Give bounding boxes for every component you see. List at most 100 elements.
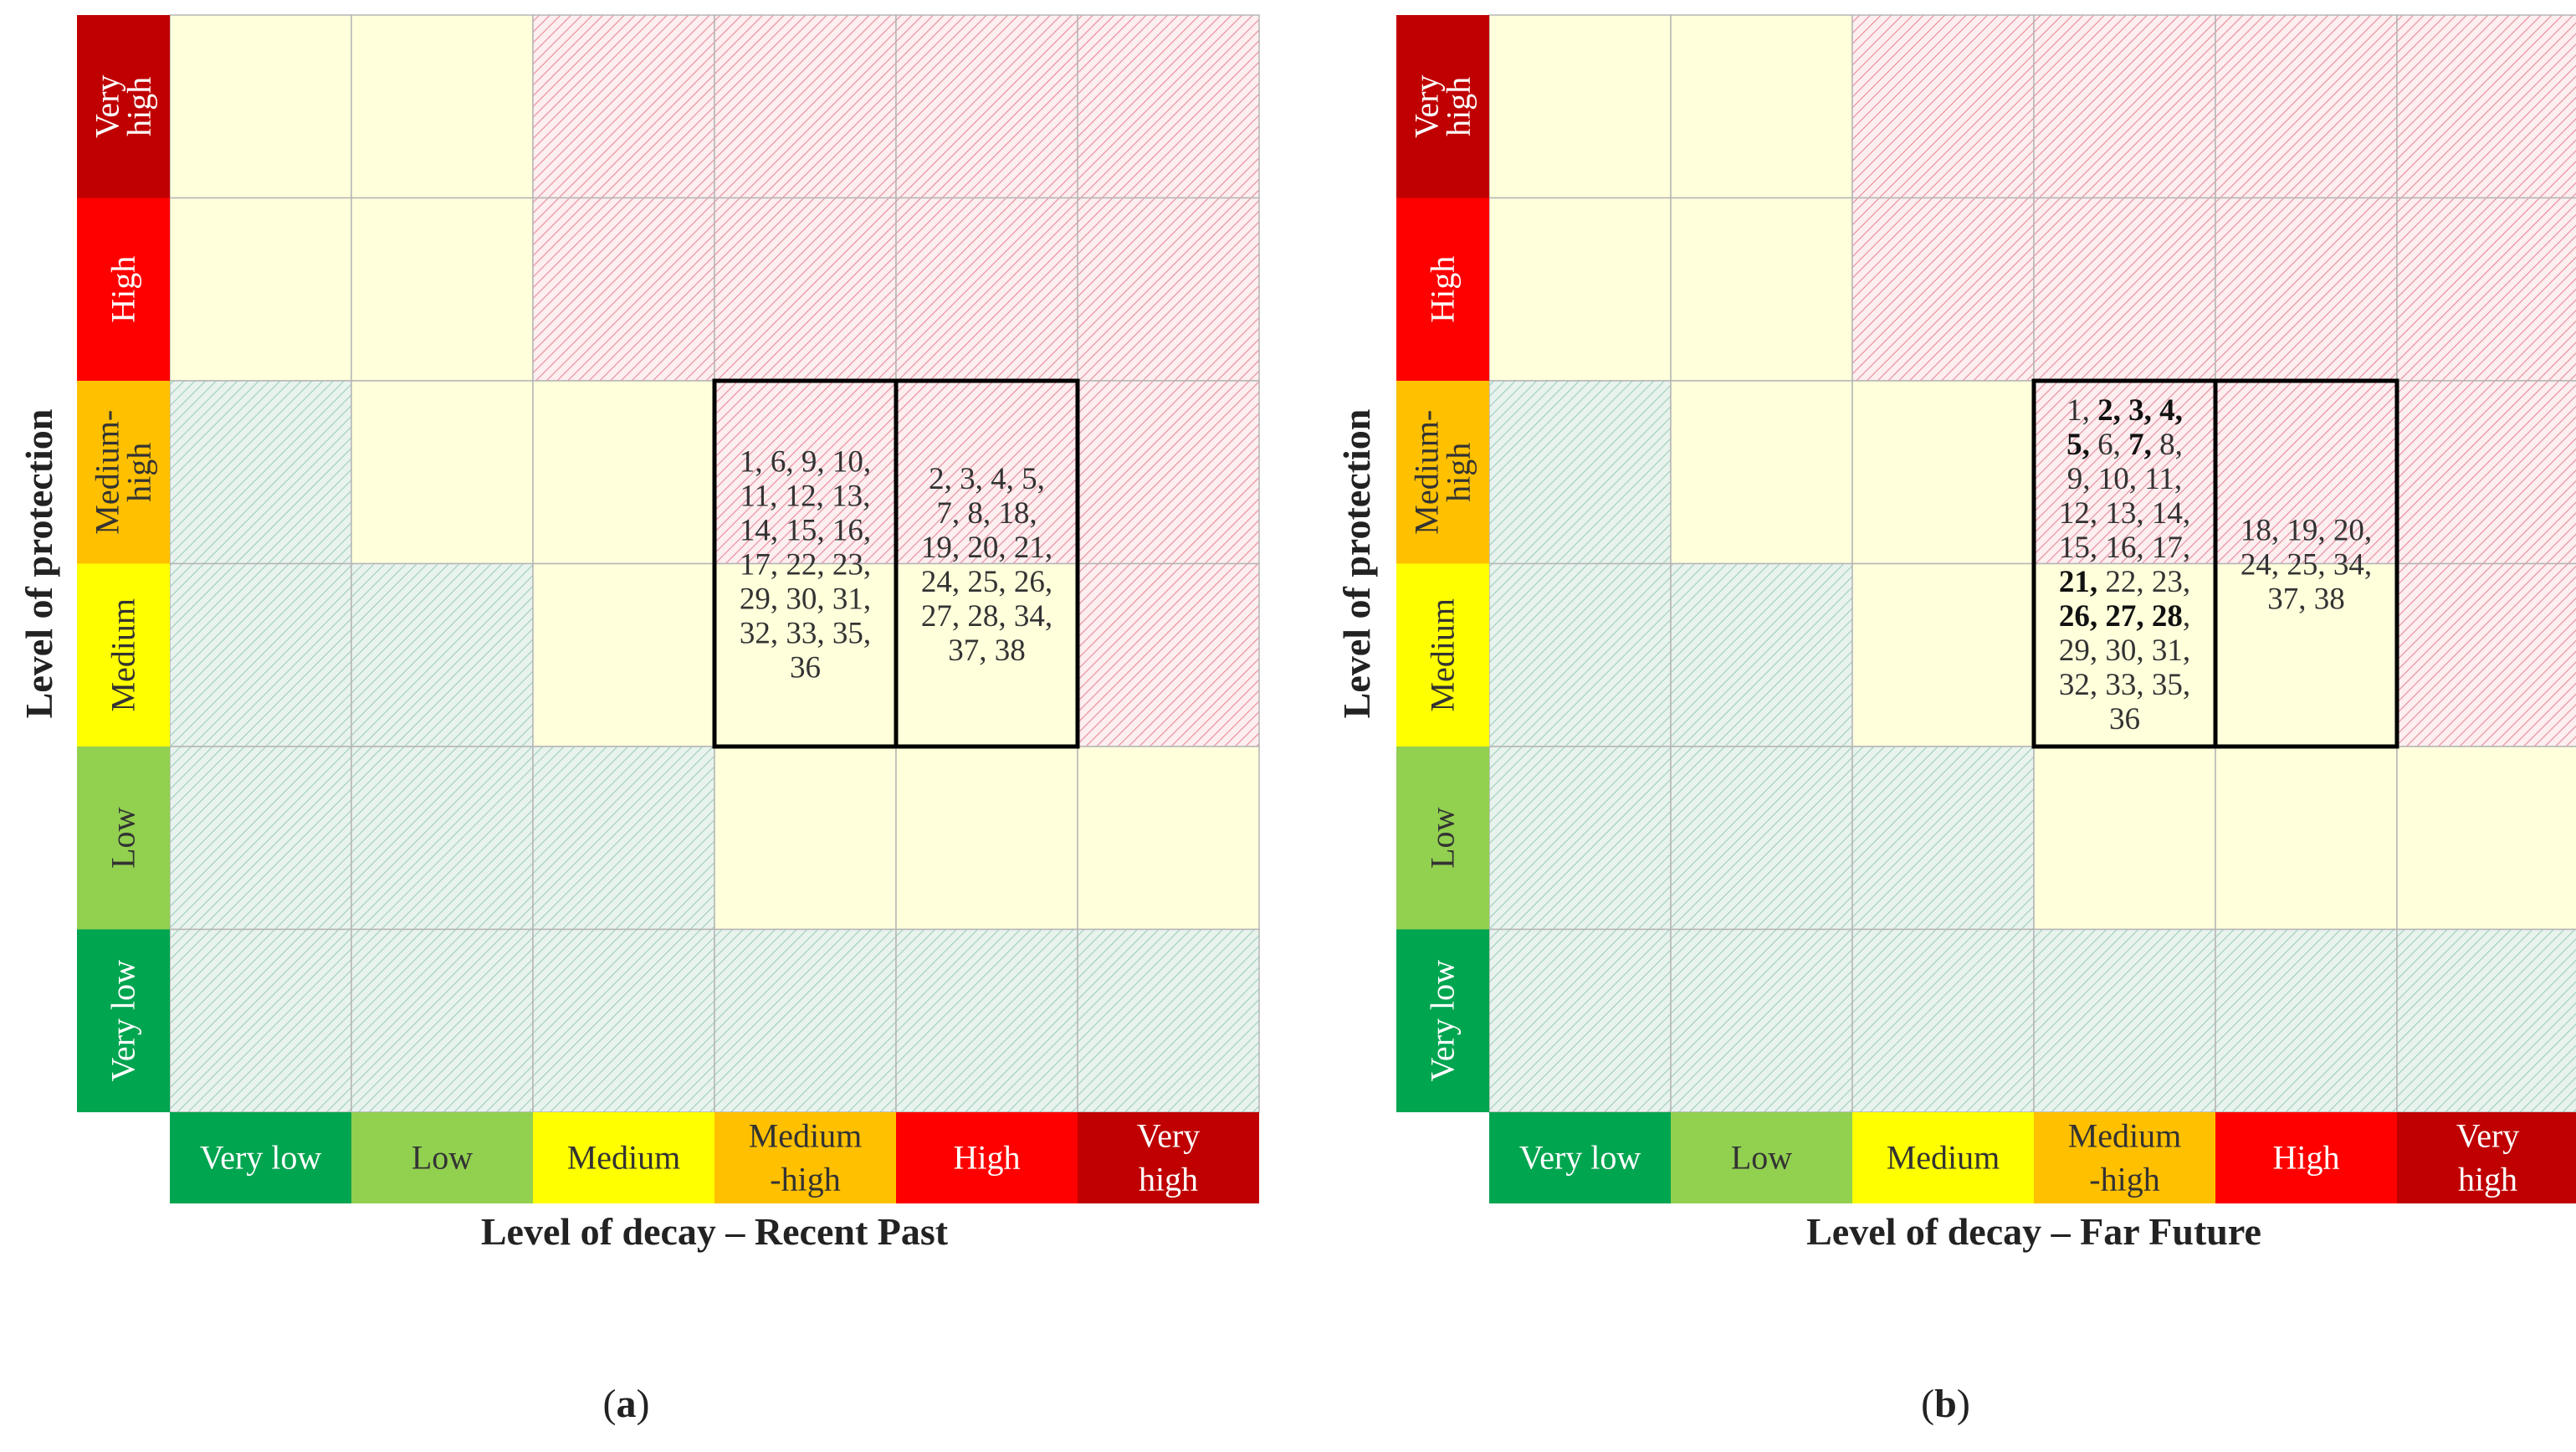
x-level-box-very-low xyxy=(170,1112,351,1203)
group-0-line-6: 26, 27, 28, xyxy=(2059,599,2190,634)
zone-cell-risk-r2-c3 xyxy=(714,380,897,565)
zone-cell-caution-r3-c2 xyxy=(532,562,715,747)
group-box-high xyxy=(2213,378,2399,749)
x-level-label-low: Low xyxy=(412,1139,473,1177)
y-level-label-high: High xyxy=(105,256,142,323)
x-level-label-medium: Medium xyxy=(567,1139,681,1177)
x-level-box-low xyxy=(351,1112,533,1203)
y-level-box-medium xyxy=(77,563,170,747)
zone-cell-risk-r3-c5 xyxy=(2396,562,2576,747)
y-level-label-medium-high: Medium-high xyxy=(89,410,158,535)
zone-cell-risk-r1-c2 xyxy=(1851,197,2035,382)
zone-cell-safe-r4-c1 xyxy=(351,746,534,931)
y-level-box-very-low xyxy=(77,929,170,1112)
x-level-label-very-low: Very low xyxy=(200,1139,322,1177)
group-0-line-5: 21, 22, 23, xyxy=(2059,565,2190,599)
zone-cell-risk-r1-c3 xyxy=(2033,197,2216,382)
group-1-line-0: 2, 3, 4, 5, xyxy=(929,462,1045,496)
group-1-line-2: 19, 20, 21, xyxy=(921,531,1052,565)
x-level-box-medium xyxy=(1852,1112,2034,1203)
x-level-label-medium-high: Medium -high xyxy=(749,1117,863,1198)
x-axis-title: Level of decay – Far Future xyxy=(1806,1210,2261,1253)
zone-cell-caution-r4-c3 xyxy=(714,746,897,931)
group-0-line-2: 9, 10, 11, xyxy=(2067,462,2182,496)
zone-cell-risk-r1-c4 xyxy=(2215,197,2398,382)
y-level-box-high xyxy=(1396,198,1489,381)
group-0-line-4: 29, 30, 31, xyxy=(740,582,871,617)
zone-cell-caution-r0-c0 xyxy=(169,14,352,199)
zone-cell-caution-r3-c4 xyxy=(2215,562,2398,747)
zone-cell-caution-r1-c0 xyxy=(1488,197,1672,382)
zone-cell-caution-r4-c5 xyxy=(1077,746,1260,931)
zone-cell-risk-r2-c5 xyxy=(2396,380,2576,565)
zone-cell-safe-r2-c0 xyxy=(1488,380,1672,565)
zone-cell-safe-r4-c2 xyxy=(1851,746,2035,931)
zone-cell-risk-r2-c5 xyxy=(1077,380,1260,565)
y-axis-title: Level of protection xyxy=(1335,409,1378,719)
zone-cell-caution-r3-c3 xyxy=(2033,562,2216,747)
zone-cell-caution-r0-c1 xyxy=(1670,14,1853,199)
zone-cell-caution-r2-c1 xyxy=(1670,380,1853,565)
y-level-label-high: High xyxy=(1424,256,1462,323)
zone-cell-caution-r0-c1 xyxy=(351,14,534,199)
y-level-box-low xyxy=(77,747,170,930)
group-0-line-8: 32, 33, 35, xyxy=(2059,668,2190,702)
zone-cell-caution-r2-c1 xyxy=(351,380,534,565)
x-level-box-high xyxy=(896,1112,1078,1203)
zone-cell-risk-r3-c5 xyxy=(1077,562,1260,747)
zone-cell-safe-r4-c0 xyxy=(1488,746,1672,931)
group-0-line-5: 32, 33, 35, xyxy=(740,617,871,651)
zone-cell-safe-r5-c3 xyxy=(2033,928,2216,1113)
group-1-line-3: 24, 25, 26, xyxy=(921,565,1052,599)
group-0-line-6: 36 xyxy=(790,651,821,685)
zone-cell-safe-r2-c0 xyxy=(169,380,352,565)
zone-cell-safe-r5-c3 xyxy=(714,928,897,1113)
zone-cell-safe-r4-c0 xyxy=(169,746,352,931)
zone-cell-caution-r2-c2 xyxy=(1851,380,2035,565)
x-level-box-medium-high xyxy=(2034,1112,2215,1203)
zone-cell-safe-r5-c5 xyxy=(1077,928,1260,1113)
y-level-box-very-high xyxy=(77,15,170,198)
group-1-line-2: 37, 38 xyxy=(2267,582,2345,617)
zone-cell-risk-r2-c4 xyxy=(895,380,1078,565)
panel-a: Veryhigh High Medium-high Medium Low Very low… xyxy=(18,14,1260,1426)
zone-cell-caution-r3-c2 xyxy=(1851,562,2035,747)
y-level-box-low xyxy=(1396,747,1489,930)
zone-cell-caution-r4-c3 xyxy=(2033,746,2216,931)
group-0-line-9: 36 xyxy=(2109,702,2140,736)
y-level-box-medium-high xyxy=(1396,381,1489,564)
zone-cell-safe-r5-c5 xyxy=(2396,928,2576,1113)
zone-cell-risk-r1-c2 xyxy=(532,197,715,382)
y-level-label-low: Low xyxy=(105,807,142,868)
zone-cell-safe-r5-c0 xyxy=(1488,928,1672,1113)
zone-cell-safe-r5-c2 xyxy=(532,928,715,1113)
panel-label: (b) xyxy=(1921,1382,1970,1426)
group-1-line-4: 27, 28, 34, xyxy=(921,599,1052,634)
x-level-label-high: High xyxy=(2273,1139,2340,1177)
zone-cell-risk-r0-c5 xyxy=(1077,14,1260,199)
zone-cell-caution-r2-c2 xyxy=(532,380,715,565)
x-level-label-very-high: Very high xyxy=(1137,1117,1201,1198)
zone-cell-risk-r2-c4 xyxy=(2215,380,2398,565)
zone-cell-risk-r1-c5 xyxy=(2396,197,2576,382)
zone-cell-risk-r1-c4 xyxy=(895,197,1078,382)
group-1-line-5: 37, 38 xyxy=(948,634,1026,668)
y-level-label-very-high: Veryhigh xyxy=(1408,74,1477,138)
x-level-box-medium xyxy=(533,1112,714,1203)
x-level-box-medium-high xyxy=(714,1112,896,1203)
group-1-line-1: 7, 8, 18, xyxy=(936,496,1037,531)
group-0-line-3: 17, 22, 23, xyxy=(740,548,871,582)
zone-cell-safe-r3-c0 xyxy=(169,562,352,747)
zone-cell-risk-r0-c4 xyxy=(2215,14,2398,199)
zone-cell-caution-r3-c3 xyxy=(714,562,897,747)
zone-cell-safe-r5-c4 xyxy=(2215,928,2398,1113)
panel-label: (a) xyxy=(603,1382,650,1426)
x-level-label-low: Low xyxy=(1731,1139,1792,1177)
group-0-line-7: 29, 30, 31, xyxy=(2059,634,2190,668)
group-0-line-3: 12, 13, 14, xyxy=(2059,496,2190,531)
group-0-line-0: 1, 6, 9, 10, xyxy=(740,445,871,480)
y-level-label-very-low: Very low xyxy=(1424,960,1462,1082)
x-level-label-medium: Medium xyxy=(1887,1139,2000,1177)
zone-cell-safe-r5-c1 xyxy=(351,928,534,1113)
